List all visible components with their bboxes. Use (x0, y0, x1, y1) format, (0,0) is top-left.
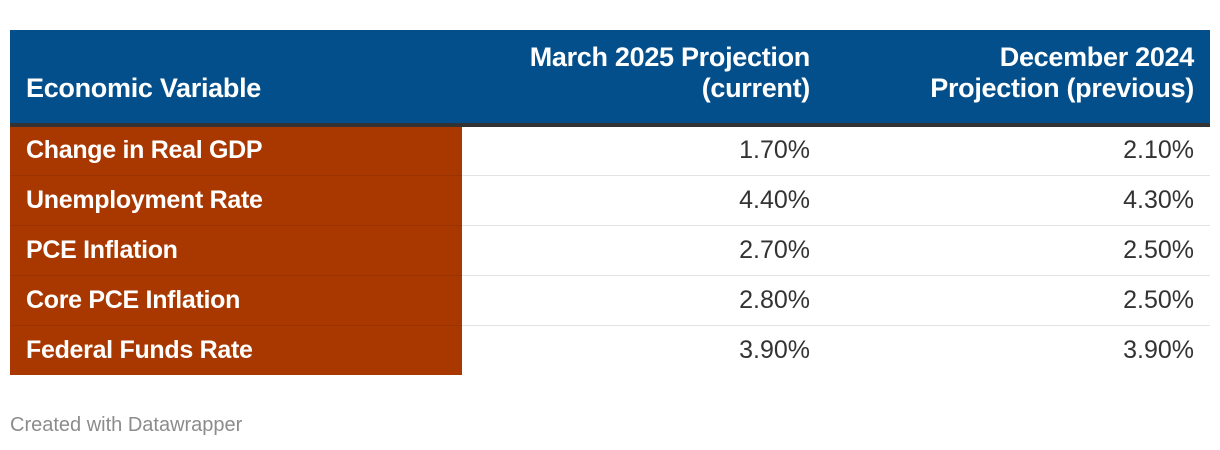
row-label: Unemployment Rate (10, 175, 462, 226)
cell-march-2025: 2.80% (462, 275, 826, 326)
header-december-2024[interactable]: December 2024 Projection (previous) (826, 30, 1210, 127)
header-line: Projection (previous) (930, 73, 1194, 103)
table-header: Economic Variable March 2025 Projection … (10, 30, 1210, 127)
row-label: Federal Funds Rate (10, 325, 462, 375)
cell-december-2024: 2.50% (826, 275, 1210, 326)
cell-december-2024: 2.50% (826, 225, 1210, 276)
datawrapper-credit[interactable]: Created with Datawrapper (10, 414, 243, 436)
cell-december-2024: 4.30% (826, 175, 1210, 226)
table-row: Change in Real GDP 1.70% 2.10% (10, 125, 1210, 176)
cell-march-2025: 2.70% (462, 225, 826, 276)
cell-march-2025: 3.90% (739, 335, 810, 364)
cell-march-2025: 4.40% (462, 175, 826, 226)
row-label: Core PCE Inflation (10, 275, 462, 326)
cell-december-2024: 3.90% (1123, 335, 1194, 364)
header-march-2025[interactable]: March 2025 Projection (current) (462, 30, 826, 127)
table-row: Unemployment Rate 4.40% 4.30% (10, 175, 1210, 226)
projection-table: Economic Variable March 2025 Projection … (10, 30, 1210, 375)
header-line: Economic Variable (26, 73, 261, 103)
projection-table-container: Economic Variable March 2025 Projection … (10, 30, 1210, 375)
cell-december-2024: 2.10% (826, 125, 1210, 176)
header-line: (current) (701, 73, 811, 103)
table-row: Federal Funds Rate 3.90% 3.90% (10, 325, 1210, 375)
header-row: Economic Variable March 2025 Projection … (10, 30, 1210, 127)
table-row: PCE Inflation 2.70% 2.50% (10, 225, 1210, 276)
row-label: Change in Real GDP (10, 125, 462, 176)
table-body: Change in Real GDP 1.70% 2.10% Unemploym… (10, 125, 1210, 375)
header-line: March 2025 Projection (529, 42, 811, 72)
header-line: December 2024 (999, 42, 1195, 72)
header-economic-variable[interactable]: Economic Variable (10, 30, 462, 127)
cell-march-2025: 1.70% (462, 125, 826, 176)
row-label: PCE Inflation (10, 225, 462, 276)
table-row: Core PCE Inflation 2.80% 2.50% (10, 275, 1210, 326)
